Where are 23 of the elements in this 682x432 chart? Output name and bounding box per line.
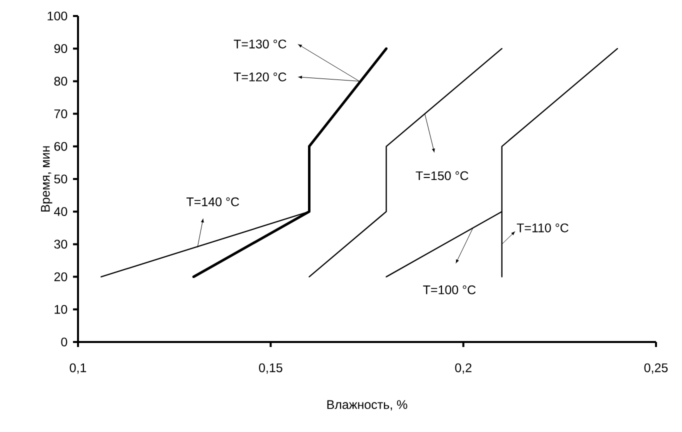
x-tick-label: 0,2 (455, 363, 472, 374)
annotation: T=110 °C (516, 223, 568, 232)
annotation: T=130 °C (234, 40, 286, 48)
y-tick-label: 10 (54, 304, 68, 314)
y-tick-label: 50 (54, 174, 68, 184)
annotation: T=100 °C (423, 285, 476, 294)
y-tick-label: 80 (54, 76, 68, 86)
x-axis-title: Влажность, % (327, 400, 408, 410)
y-tick-label: 40 (54, 207, 68, 216)
annotation: T=120 °C (234, 72, 286, 82)
y-tick-label: 70 (54, 109, 68, 118)
y-tick-label: 0 (61, 338, 68, 346)
y-axis-title: Время, мин (41, 146, 52, 212)
y-tick-label: 20 (54, 272, 68, 282)
y-tick-label: 60 (54, 142, 68, 151)
annotation: T=150 °C (416, 171, 468, 180)
x-tick-label: 0,25 (644, 363, 668, 374)
y-tick-label: 90 (54, 44, 68, 54)
annotation: T=140 °C (186, 197, 240, 206)
y-tick-label: 100 (48, 12, 68, 20)
y-tick-label: 30 (54, 240, 68, 249)
x-tick-label: 0,15 (258, 363, 282, 374)
x-tick-label: 0,1 (70, 363, 86, 374)
